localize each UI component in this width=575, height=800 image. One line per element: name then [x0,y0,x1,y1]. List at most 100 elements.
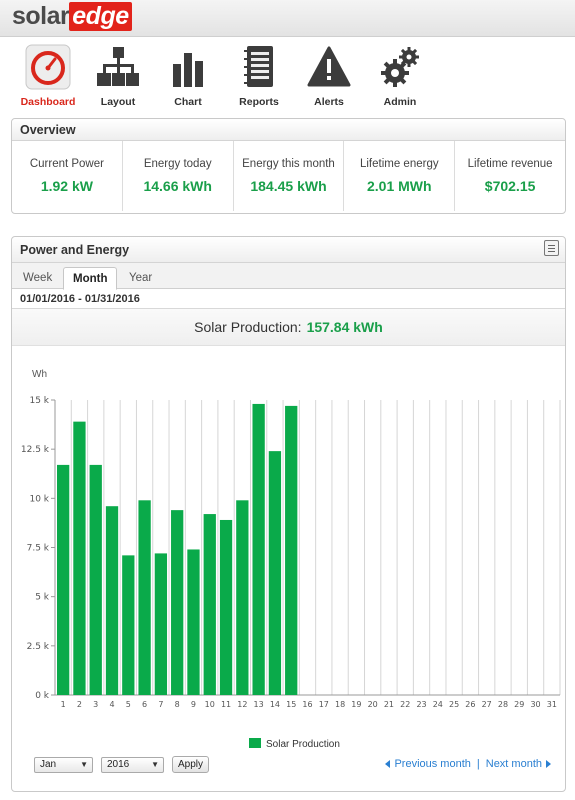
summary-label: Solar Production: [194,319,302,335]
metric-label: Energy this month [242,158,335,170]
y-tick-label: 0 k [35,691,50,701]
x-tick-label: 9 [191,700,196,709]
y-tick-label: 7.5 k [27,544,50,554]
layout-hierarchy-icon [97,47,139,86]
nav-dashboard[interactable]: Dashboard [16,41,80,109]
x-tick-label: 13 [254,700,264,709]
x-tick-label: 10 [205,700,215,709]
x-tick-label: 24 [433,700,443,709]
x-tick-label: 22 [400,700,410,709]
logo-text-solar: solar [12,2,70,30]
previous-month-link[interactable]: Previous month [385,758,471,770]
nav-chart[interactable]: Chart [156,41,220,109]
chart-controls: Jan ▼ 2016 ▼ Apply Previous month | Next m… [12,747,565,777]
metric-energy-today: Energy today 14.66 kWh [123,141,234,211]
nav-label: Dashboard [20,96,76,108]
year-select[interactable]: 2016 ▼ [101,757,164,773]
x-tick-label: 12 [237,700,247,709]
y-axis-label: Wh [32,369,47,380]
x-tick-label: 14 [270,700,280,709]
overview-panel: Overview Current Power 1.92 kW Energy to… [11,118,566,214]
y-tick-label: 5 k [35,593,50,603]
x-tick-label: 21 [384,700,394,709]
x-tick-label: 23 [416,700,426,709]
pager-separator: | [476,758,480,770]
previous-month-label: Previous month [394,758,471,770]
bar-day-14 [268,451,282,695]
x-tick-label: 28 [498,700,508,709]
x-tick-label: 30 [530,700,540,709]
tab-month[interactable]: Month [63,267,118,290]
x-tick-label: 18 [335,700,345,709]
month-pager: Previous month | Next month [385,758,551,770]
next-month-label: Next month [485,758,542,770]
tab-week[interactable]: Week [23,272,53,284]
metric-value: $702.15 [484,178,536,194]
admin-gears-icon [381,47,419,87]
production-summary: Solar Production: 157.84 kWh [12,309,565,346]
x-tick-label: 4 [109,700,114,709]
overview-metrics: Current Power 1.92 kW Energy today 14.66… [12,141,565,211]
metric-label: Lifetime revenue [467,158,553,170]
y-tick-label: 15 k [29,396,49,406]
month-select[interactable]: Jan ▼ [34,757,93,773]
chevron-down-icon: ▼ [151,760,159,769]
reports-notebook-icon [244,46,273,87]
bar-day-2 [73,421,86,695]
apply-button[interactable]: Apply [172,756,210,773]
power-energy-header: Power and Energy [12,237,565,263]
top-bar: solar edge [0,0,575,37]
bar-day-5 [122,555,135,695]
nav-layout[interactable]: Layout [86,41,150,109]
bar-day-3 [89,464,102,695]
bar-day-6 [138,500,151,695]
period-tabs: Week Month Year [12,263,565,290]
x-tick-label: 25 [449,700,459,709]
metric-lifetime-revenue: Lifetime revenue $702.15 [455,141,565,211]
date-range: 01/01/2016 - 01/31/2016 [12,289,565,309]
chevron-left-icon [385,760,391,768]
legend-label: Solar Production [266,739,340,750]
next-month-link[interactable]: Next month [486,758,551,770]
metric-lifetime-energy: Lifetime energy 2.01 MWh [344,141,456,211]
bar-day-1 [57,464,70,695]
alert-warning-icon [307,46,351,87]
tab-year[interactable]: Year [129,272,153,284]
power-energy-title: Power and Energy [20,243,130,257]
bar-day-7 [154,553,168,695]
x-tick-label: 31 [547,700,557,709]
legend-swatch [249,738,261,748]
summary-value: 157.84 kWh [306,319,383,335]
y-tick-label: 10 k [29,494,49,504]
x-tick-label: 26 [465,700,475,709]
nav-label: Layout [100,96,136,108]
metric-energy-this-month: Energy this month 184.45 kWh [234,141,345,211]
bar-day-10 [203,514,216,695]
nav-label: Chart [174,96,202,108]
metric-value: 1.92 kW [40,178,93,194]
nav-admin[interactable]: Admin [368,41,432,109]
x-tick-label: 2 [77,700,82,709]
x-tick-label: 1 [61,700,66,709]
bar-day-13 [252,403,265,695]
y-tick-label: 12.5 k [21,445,50,455]
chevron-right-icon [546,760,551,768]
metric-current-power: Current Power 1.92 kW [12,141,123,211]
power-energy-panel: Power and Energy Week Month Year 01/01/2… [11,236,566,792]
nav-label: Reports [239,96,279,108]
solaredge-logo[interactable]: solar edge [12,2,132,31]
x-tick-label: 3 [93,700,98,709]
x-tick-label: 16 [302,700,312,709]
x-tick-label: 29 [514,700,524,709]
month-select-value: Jan [40,759,57,770]
overview-title: Overview [12,119,565,141]
x-tick-label: 11 [221,700,231,709]
bar-chart-icon [173,53,203,87]
nav-reports[interactable]: Reports [227,41,291,109]
nav-alerts[interactable]: Alerts [297,41,361,109]
metric-value: 184.45 kWh [250,178,327,194]
export-icon[interactable] [544,240,559,256]
metric-label: Lifetime energy [359,158,439,170]
x-tick-label: 8 [175,700,180,709]
x-tick-label: 27 [482,700,492,709]
